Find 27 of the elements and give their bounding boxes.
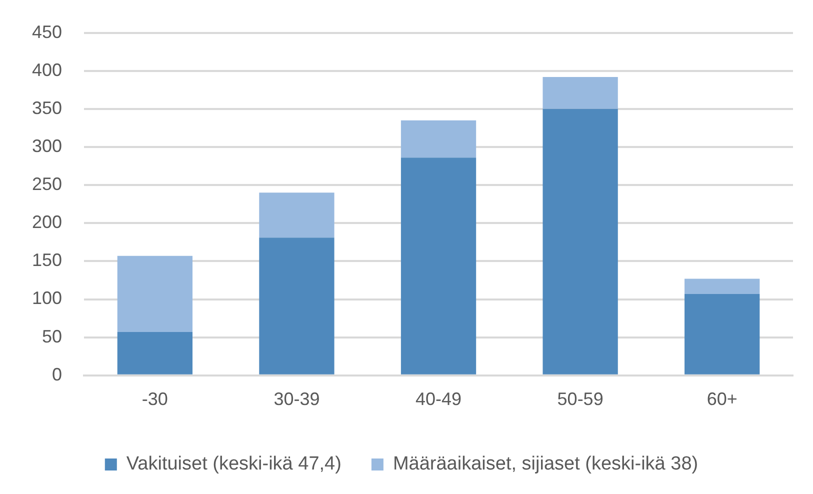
x-tick-label: 30-39 bbox=[274, 389, 320, 410]
bar bbox=[542, 108, 618, 374]
y-tick-label: 250 bbox=[32, 174, 62, 194]
x-tick-label: 60+ bbox=[706, 389, 738, 410]
y-tick-label: 200 bbox=[32, 212, 62, 232]
bar bbox=[259, 238, 334, 374]
y-tick-label: 100 bbox=[32, 288, 62, 308]
bar bbox=[684, 278, 760, 294]
bar bbox=[117, 332, 193, 374]
x-tick-label: -30 bbox=[142, 389, 168, 410]
y-tick-label: 150 bbox=[32, 250, 62, 270]
bar bbox=[400, 158, 476, 374]
legend-label: Vakituiset (keski-ikä 47,4) bbox=[126, 454, 342, 475]
bar bbox=[542, 76, 618, 109]
bar bbox=[684, 294, 760, 374]
y-tick-label: 0 bbox=[52, 364, 62, 384]
legend-label: Määräaikaiset, sijiaset (keski-ikä 38) bbox=[392, 454, 698, 475]
y-tick-label: 400 bbox=[32, 60, 62, 80]
y-tick-label: 300 bbox=[32, 136, 62, 156]
y-tick-label: 350 bbox=[32, 98, 62, 118]
bar bbox=[400, 120, 476, 158]
bar bbox=[259, 192, 334, 238]
x-tick-label: 40-49 bbox=[415, 389, 462, 410]
x-tick-label: 50-59 bbox=[557, 389, 604, 410]
bar bbox=[117, 256, 193, 332]
y-tick-label: 450 bbox=[32, 22, 62, 42]
y-tick-label: 50 bbox=[42, 326, 62, 346]
